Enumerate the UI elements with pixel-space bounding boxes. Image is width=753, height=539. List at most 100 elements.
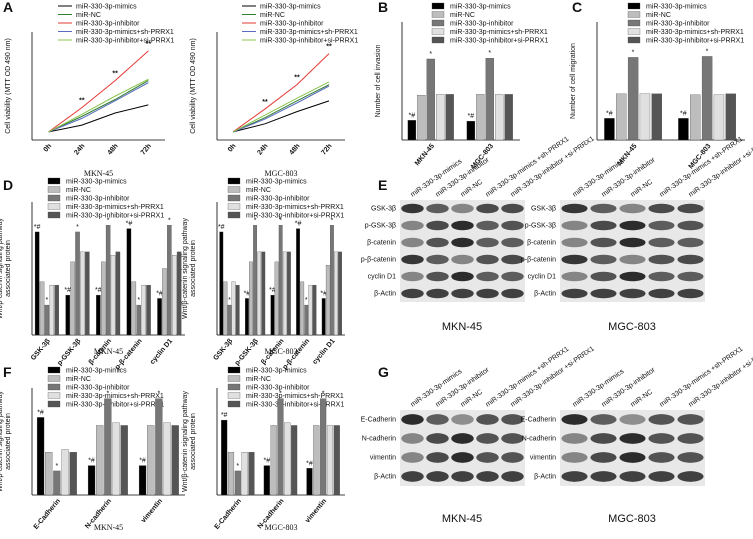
- blot-band: [677, 414, 704, 425]
- legend-swatch: [47, 177, 61, 185]
- annotation: *: [157, 391, 160, 398]
- row-label: β-catenin: [527, 240, 556, 247]
- blot-band: [426, 237, 449, 248]
- blot-frame: [400, 200, 525, 302]
- blot-band: [590, 254, 617, 265]
- legend-label: miR-330-3p-inhibitor: [646, 21, 710, 28]
- annotation: *: [107, 217, 110, 224]
- row-label: β-catenin: [367, 240, 396, 247]
- legend-label: miR-330-3p-mimics+sh-PRRX1: [246, 204, 344, 211]
- x-tick-label: vimentin: [140, 498, 164, 525]
- lane-label: miR-NC: [630, 179, 654, 199]
- line: [48, 78, 149, 133]
- row-label: GSK-3β: [371, 206, 396, 213]
- x-axis-label: MKN-45: [84, 169, 113, 178]
- annotation: *: [279, 217, 282, 224]
- blot-band: [590, 433, 617, 444]
- legend-swatch: [227, 211, 241, 219]
- blot-band: [451, 433, 474, 444]
- bar: [44, 304, 50, 336]
- blot-band: [426, 220, 449, 231]
- y-axis-label: Wnt/β-catenin signaling pathway: [182, 391, 189, 492]
- legend-label: miR-330-3p-inhibitor: [76, 21, 140, 28]
- blot-band: [619, 452, 646, 463]
- annotation: *: [55, 463, 58, 470]
- panel-label: A: [3, 0, 13, 15]
- bar: [120, 425, 128, 496]
- blot-band: [648, 254, 675, 265]
- legend-label: miR-330-3p-mimics+sh-PRRX1: [76, 29, 174, 36]
- bar: [34, 231, 40, 336]
- row-label: p-β-catenin: [521, 257, 556, 264]
- bar: [227, 304, 232, 336]
- bar: [690, 94, 701, 141]
- blot-band: [451, 414, 474, 425]
- legend-label: miR-NC: [246, 187, 271, 194]
- annotation: **: [79, 98, 85, 105]
- blot-band: [561, 471, 588, 482]
- blot-band: [677, 220, 704, 231]
- y-axis-label: associated protein: [5, 413, 12, 470]
- legend-swatch: [47, 383, 61, 391]
- blot-frame: [560, 200, 705, 302]
- x-tick-label: MKN-45: [414, 143, 436, 168]
- row-label: GSK-3β: [531, 206, 556, 213]
- x-axis-label: MKN-45: [94, 523, 123, 532]
- bar: [504, 94, 513, 141]
- blot-band: [476, 452, 499, 463]
- bar: [476, 94, 485, 141]
- x-tick-label: 48h: [107, 143, 120, 157]
- panel-label: D: [3, 177, 13, 193]
- bar: [141, 284, 146, 336]
- blot-band: [561, 271, 588, 282]
- blot-band: [648, 237, 675, 248]
- row-label: cyclin D1: [368, 274, 397, 281]
- blot-band: [401, 254, 424, 265]
- blot-band: [648, 471, 675, 482]
- blot-band: [619, 433, 646, 444]
- cell-line-label: MGC-803: [608, 513, 656, 525]
- bar: [176, 251, 182, 336]
- line: [48, 104, 149, 133]
- annotation: *#: [156, 290, 163, 297]
- panel-label: E: [378, 177, 387, 193]
- row-label: p-β-catenin: [361, 257, 396, 264]
- annotation: *#: [37, 409, 44, 416]
- annotation: *: [305, 297, 308, 304]
- annotation: *#: [409, 112, 416, 119]
- blot-band: [677, 471, 704, 482]
- bar: [306, 468, 313, 496]
- annotation: *: [706, 48, 709, 55]
- annotation: *: [46, 297, 49, 304]
- bar: [495, 94, 504, 141]
- x-axis-label: MKN-45: [94, 347, 123, 356]
- blot-band: [677, 203, 704, 214]
- x-tick-label: E-Cadherin: [33, 498, 62, 531]
- x-axis-label: MGC-803: [265, 169, 298, 178]
- row-label: E-Cadherin: [361, 417, 397, 424]
- lane-label: miR-NC: [460, 179, 484, 199]
- bar: [417, 95, 426, 141]
- row-label: p-GSK-3β: [365, 223, 396, 230]
- blot-band: [648, 288, 675, 299]
- lane-label: miR-330-3p-mimics: [572, 368, 626, 409]
- blot-band: [451, 254, 474, 265]
- blot-band: [501, 288, 524, 299]
- bar: [639, 93, 651, 141]
- blot-band: [426, 288, 449, 299]
- blot-band: [501, 452, 524, 463]
- blot-band: [476, 414, 499, 425]
- blot-band: [677, 288, 704, 299]
- row-label: vimentin: [370, 455, 396, 462]
- x-tick-label: GSK-3β: [30, 337, 52, 362]
- legend-label: miR-330-3p-mimics: [66, 179, 127, 186]
- line: [48, 50, 149, 133]
- bar: [326, 425, 334, 496]
- legend-label: miR-330-3p-inhibitor+si-PRRX1: [246, 402, 344, 409]
- bar: [312, 284, 317, 336]
- legend-label: miR-NC: [450, 12, 475, 19]
- bar: [234, 470, 241, 496]
- x-tick-label: 0h: [227, 143, 238, 154]
- annotation: *#: [218, 224, 225, 231]
- annotation: *#: [606, 110, 613, 117]
